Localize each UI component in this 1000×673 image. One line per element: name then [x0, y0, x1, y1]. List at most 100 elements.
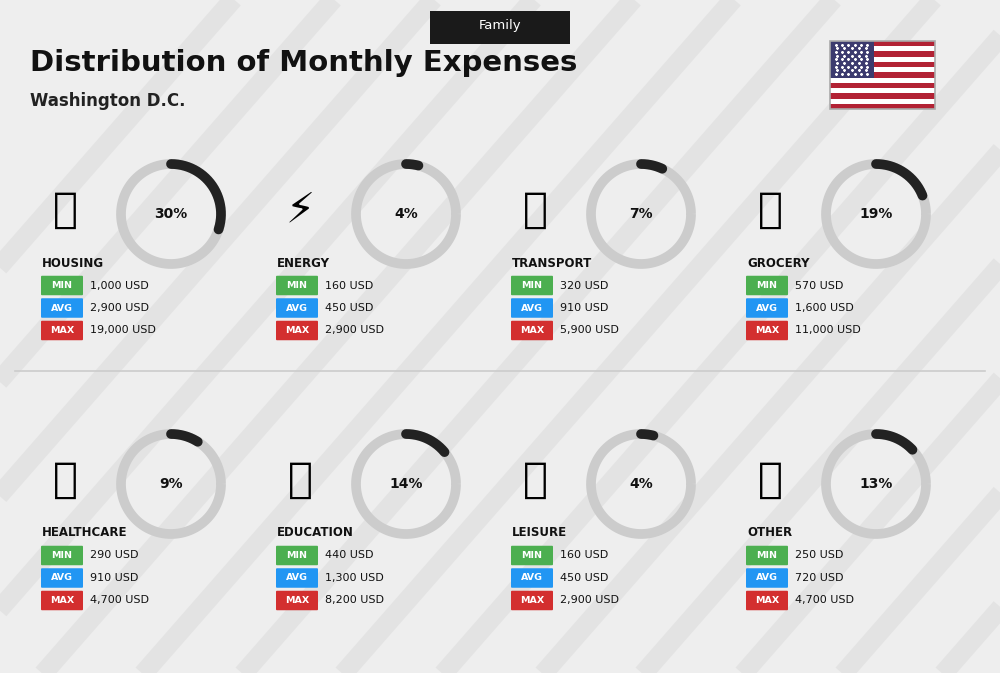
FancyBboxPatch shape [746, 591, 788, 610]
FancyBboxPatch shape [746, 568, 788, 588]
FancyBboxPatch shape [41, 591, 83, 610]
Text: MAX: MAX [50, 326, 74, 335]
Text: 🚌: 🚌 [522, 189, 548, 231]
Text: 720 USD: 720 USD [795, 573, 844, 583]
FancyBboxPatch shape [511, 568, 553, 588]
Text: AVG: AVG [756, 304, 778, 312]
FancyBboxPatch shape [830, 62, 935, 67]
Text: 🎓: 🎓 [288, 459, 312, 501]
Text: AVG: AVG [521, 304, 543, 312]
Text: MIN: MIN [757, 281, 778, 290]
FancyBboxPatch shape [511, 546, 553, 565]
FancyBboxPatch shape [746, 546, 788, 565]
Text: MIN: MIN [52, 551, 73, 560]
FancyBboxPatch shape [830, 46, 935, 51]
FancyBboxPatch shape [511, 591, 553, 610]
Text: ⚡: ⚡ [285, 189, 315, 231]
Text: MIN: MIN [522, 281, 542, 290]
FancyBboxPatch shape [830, 77, 935, 83]
Text: 440 USD: 440 USD [325, 551, 374, 561]
FancyBboxPatch shape [830, 83, 935, 88]
Text: 450 USD: 450 USD [560, 573, 608, 583]
FancyBboxPatch shape [830, 51, 935, 57]
Text: 11,000 USD: 11,000 USD [795, 326, 861, 336]
FancyBboxPatch shape [276, 276, 318, 295]
Text: 1,300 USD: 1,300 USD [325, 573, 384, 583]
Text: 1,000 USD: 1,000 USD [90, 281, 149, 291]
Text: 1,600 USD: 1,600 USD [795, 303, 854, 313]
FancyBboxPatch shape [276, 568, 318, 588]
Text: OTHER: OTHER [747, 526, 792, 540]
Text: AVG: AVG [521, 573, 543, 583]
FancyBboxPatch shape [830, 67, 935, 73]
Text: AVG: AVG [286, 304, 308, 312]
Text: 160 USD: 160 USD [325, 281, 373, 291]
Text: Distribution of Monthly Expenses: Distribution of Monthly Expenses [30, 49, 577, 77]
Text: 160 USD: 160 USD [560, 551, 608, 561]
Text: MAX: MAX [50, 596, 74, 605]
Text: 910 USD: 910 USD [560, 303, 608, 313]
Text: MAX: MAX [285, 596, 309, 605]
FancyBboxPatch shape [746, 321, 788, 341]
Text: HOUSING: HOUSING [42, 256, 104, 269]
Text: 19%: 19% [859, 207, 893, 221]
FancyBboxPatch shape [430, 11, 570, 44]
Text: 30%: 30% [154, 207, 188, 221]
Text: ENERGY: ENERGY [277, 256, 330, 269]
Text: 450 USD: 450 USD [325, 303, 373, 313]
FancyBboxPatch shape [830, 73, 935, 77]
FancyBboxPatch shape [41, 546, 83, 565]
Text: GROCERY: GROCERY [747, 256, 810, 269]
FancyBboxPatch shape [41, 321, 83, 341]
FancyBboxPatch shape [41, 298, 83, 318]
FancyBboxPatch shape [41, 276, 83, 295]
Text: 9%: 9% [159, 477, 183, 491]
Text: 13%: 13% [859, 477, 893, 491]
Text: HEALTHCARE: HEALTHCARE [42, 526, 128, 540]
Text: 4,700 USD: 4,700 USD [795, 596, 854, 606]
FancyBboxPatch shape [830, 57, 935, 62]
FancyBboxPatch shape [276, 298, 318, 318]
Text: 2,900 USD: 2,900 USD [560, 596, 619, 606]
FancyBboxPatch shape [511, 321, 553, 341]
Text: MAX: MAX [755, 326, 779, 335]
FancyBboxPatch shape [830, 41, 874, 77]
Text: MAX: MAX [520, 596, 544, 605]
Text: 570 USD: 570 USD [795, 281, 843, 291]
Text: AVG: AVG [756, 573, 778, 583]
Text: 4,700 USD: 4,700 USD [90, 596, 149, 606]
Text: 2,900 USD: 2,900 USD [325, 326, 384, 336]
Text: Washington D.C.: Washington D.C. [30, 92, 186, 110]
FancyBboxPatch shape [276, 546, 318, 565]
Text: MAX: MAX [755, 596, 779, 605]
Text: 5,900 USD: 5,900 USD [560, 326, 619, 336]
Text: 4%: 4% [394, 207, 418, 221]
Text: 🏥: 🏥 [52, 459, 78, 501]
Text: 19,000 USD: 19,000 USD [90, 326, 156, 336]
Text: TRANSPORT: TRANSPORT [512, 256, 592, 269]
Text: 320 USD: 320 USD [560, 281, 608, 291]
Text: 🛍: 🛍 [522, 459, 548, 501]
Text: MIN: MIN [287, 281, 308, 290]
Text: 250 USD: 250 USD [795, 551, 843, 561]
Text: 🏢: 🏢 [52, 189, 78, 231]
Text: MIN: MIN [757, 551, 778, 560]
FancyBboxPatch shape [511, 276, 553, 295]
Text: 8,200 USD: 8,200 USD [325, 596, 384, 606]
Text: MIN: MIN [522, 551, 542, 560]
FancyBboxPatch shape [830, 98, 935, 104]
Text: 🛒: 🛒 [758, 189, 783, 231]
Text: 290 USD: 290 USD [90, 551, 138, 561]
Text: EDUCATION: EDUCATION [277, 526, 354, 540]
FancyBboxPatch shape [276, 591, 318, 610]
Text: Family: Family [479, 20, 521, 32]
Text: MIN: MIN [287, 551, 308, 560]
Text: AVG: AVG [51, 304, 73, 312]
FancyBboxPatch shape [746, 298, 788, 318]
Text: 7%: 7% [629, 207, 653, 221]
Text: AVG: AVG [286, 573, 308, 583]
Text: MAX: MAX [285, 326, 309, 335]
FancyBboxPatch shape [830, 94, 935, 98]
Text: 910 USD: 910 USD [90, 573, 138, 583]
Text: LEISURE: LEISURE [512, 526, 567, 540]
